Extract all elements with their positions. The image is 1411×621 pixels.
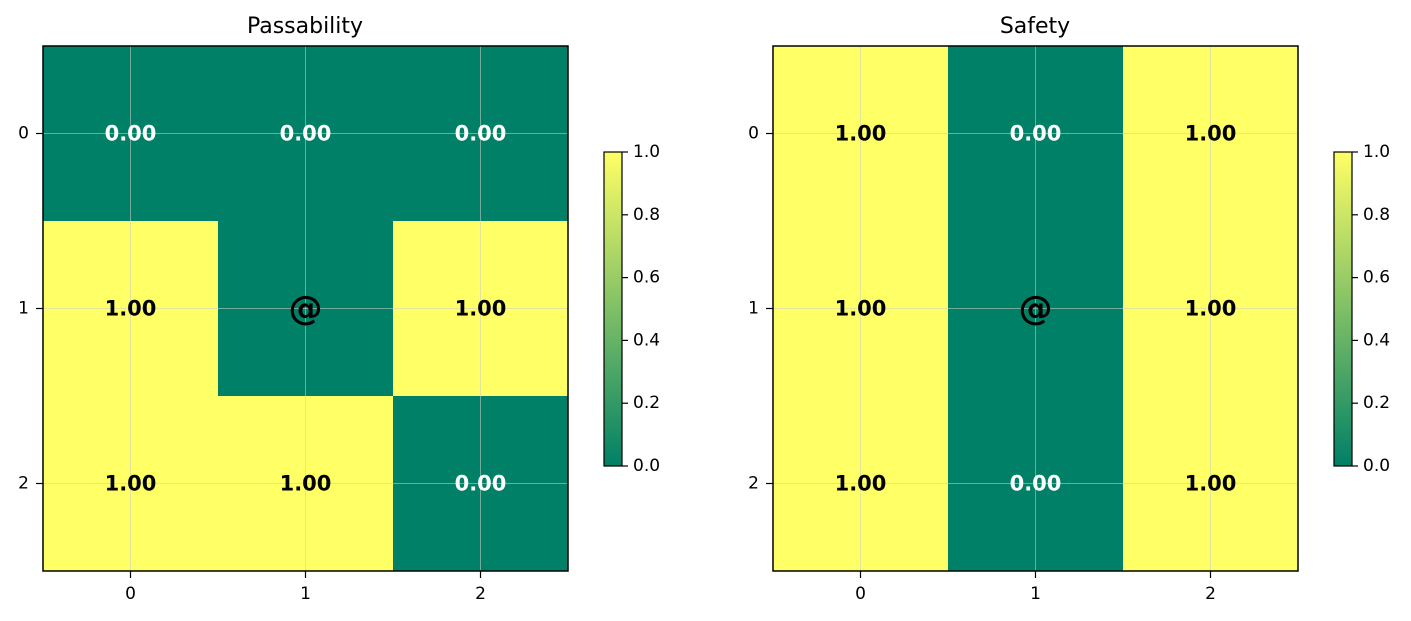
colorbar-tick-label: 0.2	[1363, 393, 1390, 413]
colorbar-tick-label: 1.0	[1363, 142, 1390, 162]
agent-marker: @	[289, 289, 323, 329]
cell-value-label: 0.00	[105, 122, 157, 146]
x-tick-label: 2	[1205, 584, 1216, 604]
cell-value-label: 1.00	[1185, 297, 1237, 321]
cell-value-label: 0.00	[455, 472, 507, 496]
cell-value-label: 1.00	[835, 122, 887, 146]
cell-value-label: 1.00	[1185, 472, 1237, 496]
colorbar	[1333, 151, 1353, 467]
colorbar-tick-label: 0.0	[633, 456, 660, 476]
cell-value-label: 0.00	[1010, 122, 1062, 146]
cell-value-label: 1.00	[455, 297, 507, 321]
cell-value-label: 1.00	[105, 472, 157, 496]
cell-value-label: 0.00	[1010, 472, 1062, 496]
y-tick-label: 1	[748, 299, 759, 319]
colorbar-tick-label: 0.6	[633, 268, 660, 288]
panel-title: Safety	[1000, 14, 1070, 39]
cell-value-label: 1.00	[280, 472, 332, 496]
heatmap-panel-passability: Passability 0.00 0.00 0.001.00 @1.001.00 1.0…	[18, 14, 660, 604]
colorbar-tick-label: 0.2	[633, 393, 660, 413]
y-tick-label: 2	[18, 474, 29, 494]
x-tick-label: 1	[300, 584, 311, 604]
colorbar-tick-label: 0.8	[633, 205, 660, 225]
y-tick-label: 0	[748, 124, 759, 144]
colorbar-tick-label: 0.4	[1363, 330, 1390, 350]
panel-title: Passability	[247, 14, 363, 39]
colorbar-tick-label: 0.6	[1363, 268, 1390, 288]
colorbar-tick-label: 0.4	[633, 330, 660, 350]
x-tick-label: 1	[1030, 584, 1041, 604]
cell-value-label: 0.00	[280, 122, 332, 146]
y-tick-label: 2	[748, 474, 759, 494]
y-tick-label: 1	[18, 299, 29, 319]
cell-value-label: 1.00	[835, 472, 887, 496]
x-tick-label: 0	[125, 584, 136, 604]
x-tick-label: 0	[855, 584, 866, 604]
colorbar-tick-label: 1.0	[633, 142, 660, 162]
colorbar-tick-label: 0.0	[1363, 456, 1390, 476]
cell-value-label: 0.00	[455, 122, 507, 146]
y-tick-label: 0	[18, 124, 29, 144]
agent-marker: @	[1019, 289, 1053, 329]
cell-value-label: 1.00	[105, 297, 157, 321]
cell-value-label: 1.00	[835, 297, 887, 321]
heatmap-panel-safety: Safety 1.00 0.00 1.001.00 @1.001.00 0.00 1.00…	[748, 14, 1390, 604]
cell-value-label: 1.00	[1185, 122, 1237, 146]
colorbar	[603, 151, 623, 467]
x-tick-label: 2	[475, 584, 486, 604]
colorbar-tick-label: 0.8	[1363, 205, 1390, 225]
